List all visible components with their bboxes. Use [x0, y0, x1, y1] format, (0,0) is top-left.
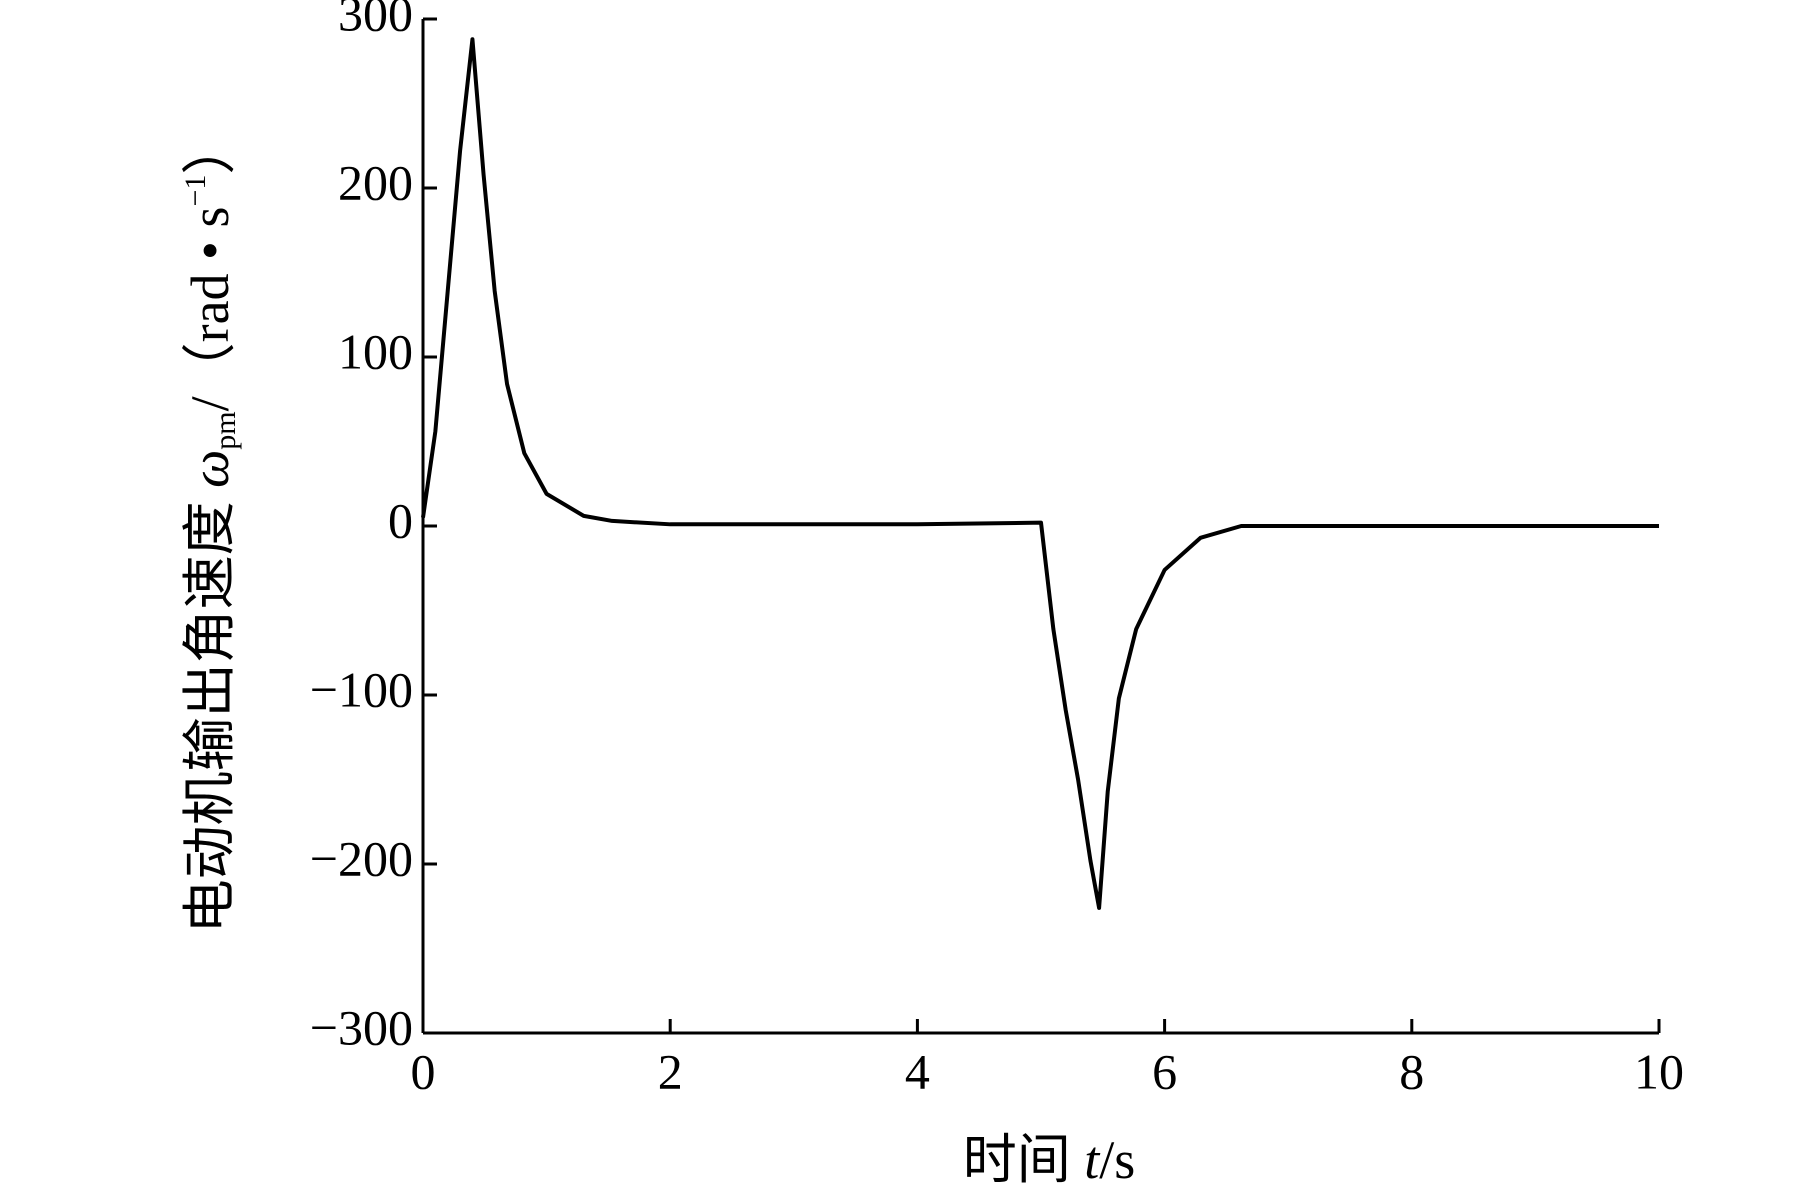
- y-label-symbol: ω: [180, 450, 240, 488]
- y-axis-title: 电动机输出角速度 ωpm/（rad • s−1）: [179, 121, 242, 934]
- y-label-text: 电动机输出角速度: [180, 501, 240, 933]
- y-tick-label: −100: [310, 661, 413, 717]
- x-label-unit: /s: [1099, 1130, 1135, 1190]
- x-tick-label: 0: [411, 1043, 436, 1099]
- y-tick-label: −200: [310, 830, 413, 886]
- x-axis-title: 时间 t/s: [963, 1130, 1136, 1190]
- x-tick-label: 10: [1634, 1043, 1684, 1099]
- x-tick-label: 4: [905, 1043, 930, 1099]
- y-label-unit: /（rad • s: [180, 207, 240, 412]
- x-axis-label: 时间 t/s: [963, 1130, 1136, 1190]
- y-tick-label: −300: [310, 999, 413, 1055]
- y-tick-label: 100: [338, 323, 413, 379]
- y-label-superscript: −1: [179, 175, 212, 207]
- x-tick-label: 8: [1399, 1043, 1424, 1099]
- x-label-symbol: t: [1084, 1130, 1101, 1190]
- x-tick-label: 6: [1152, 1043, 1177, 1099]
- y-label-close: ）: [180, 121, 240, 175]
- x-tick-label: 2: [658, 1043, 683, 1099]
- x-label-text: 时间: [963, 1130, 1071, 1190]
- data-line: [421, 37, 1659, 910]
- y-tick-label: 0: [388, 492, 413, 548]
- y-tick-label: 200: [338, 154, 413, 210]
- y-tick-label: 300: [338, 0, 413, 41]
- y-label-subscript: pm: [209, 411, 242, 449]
